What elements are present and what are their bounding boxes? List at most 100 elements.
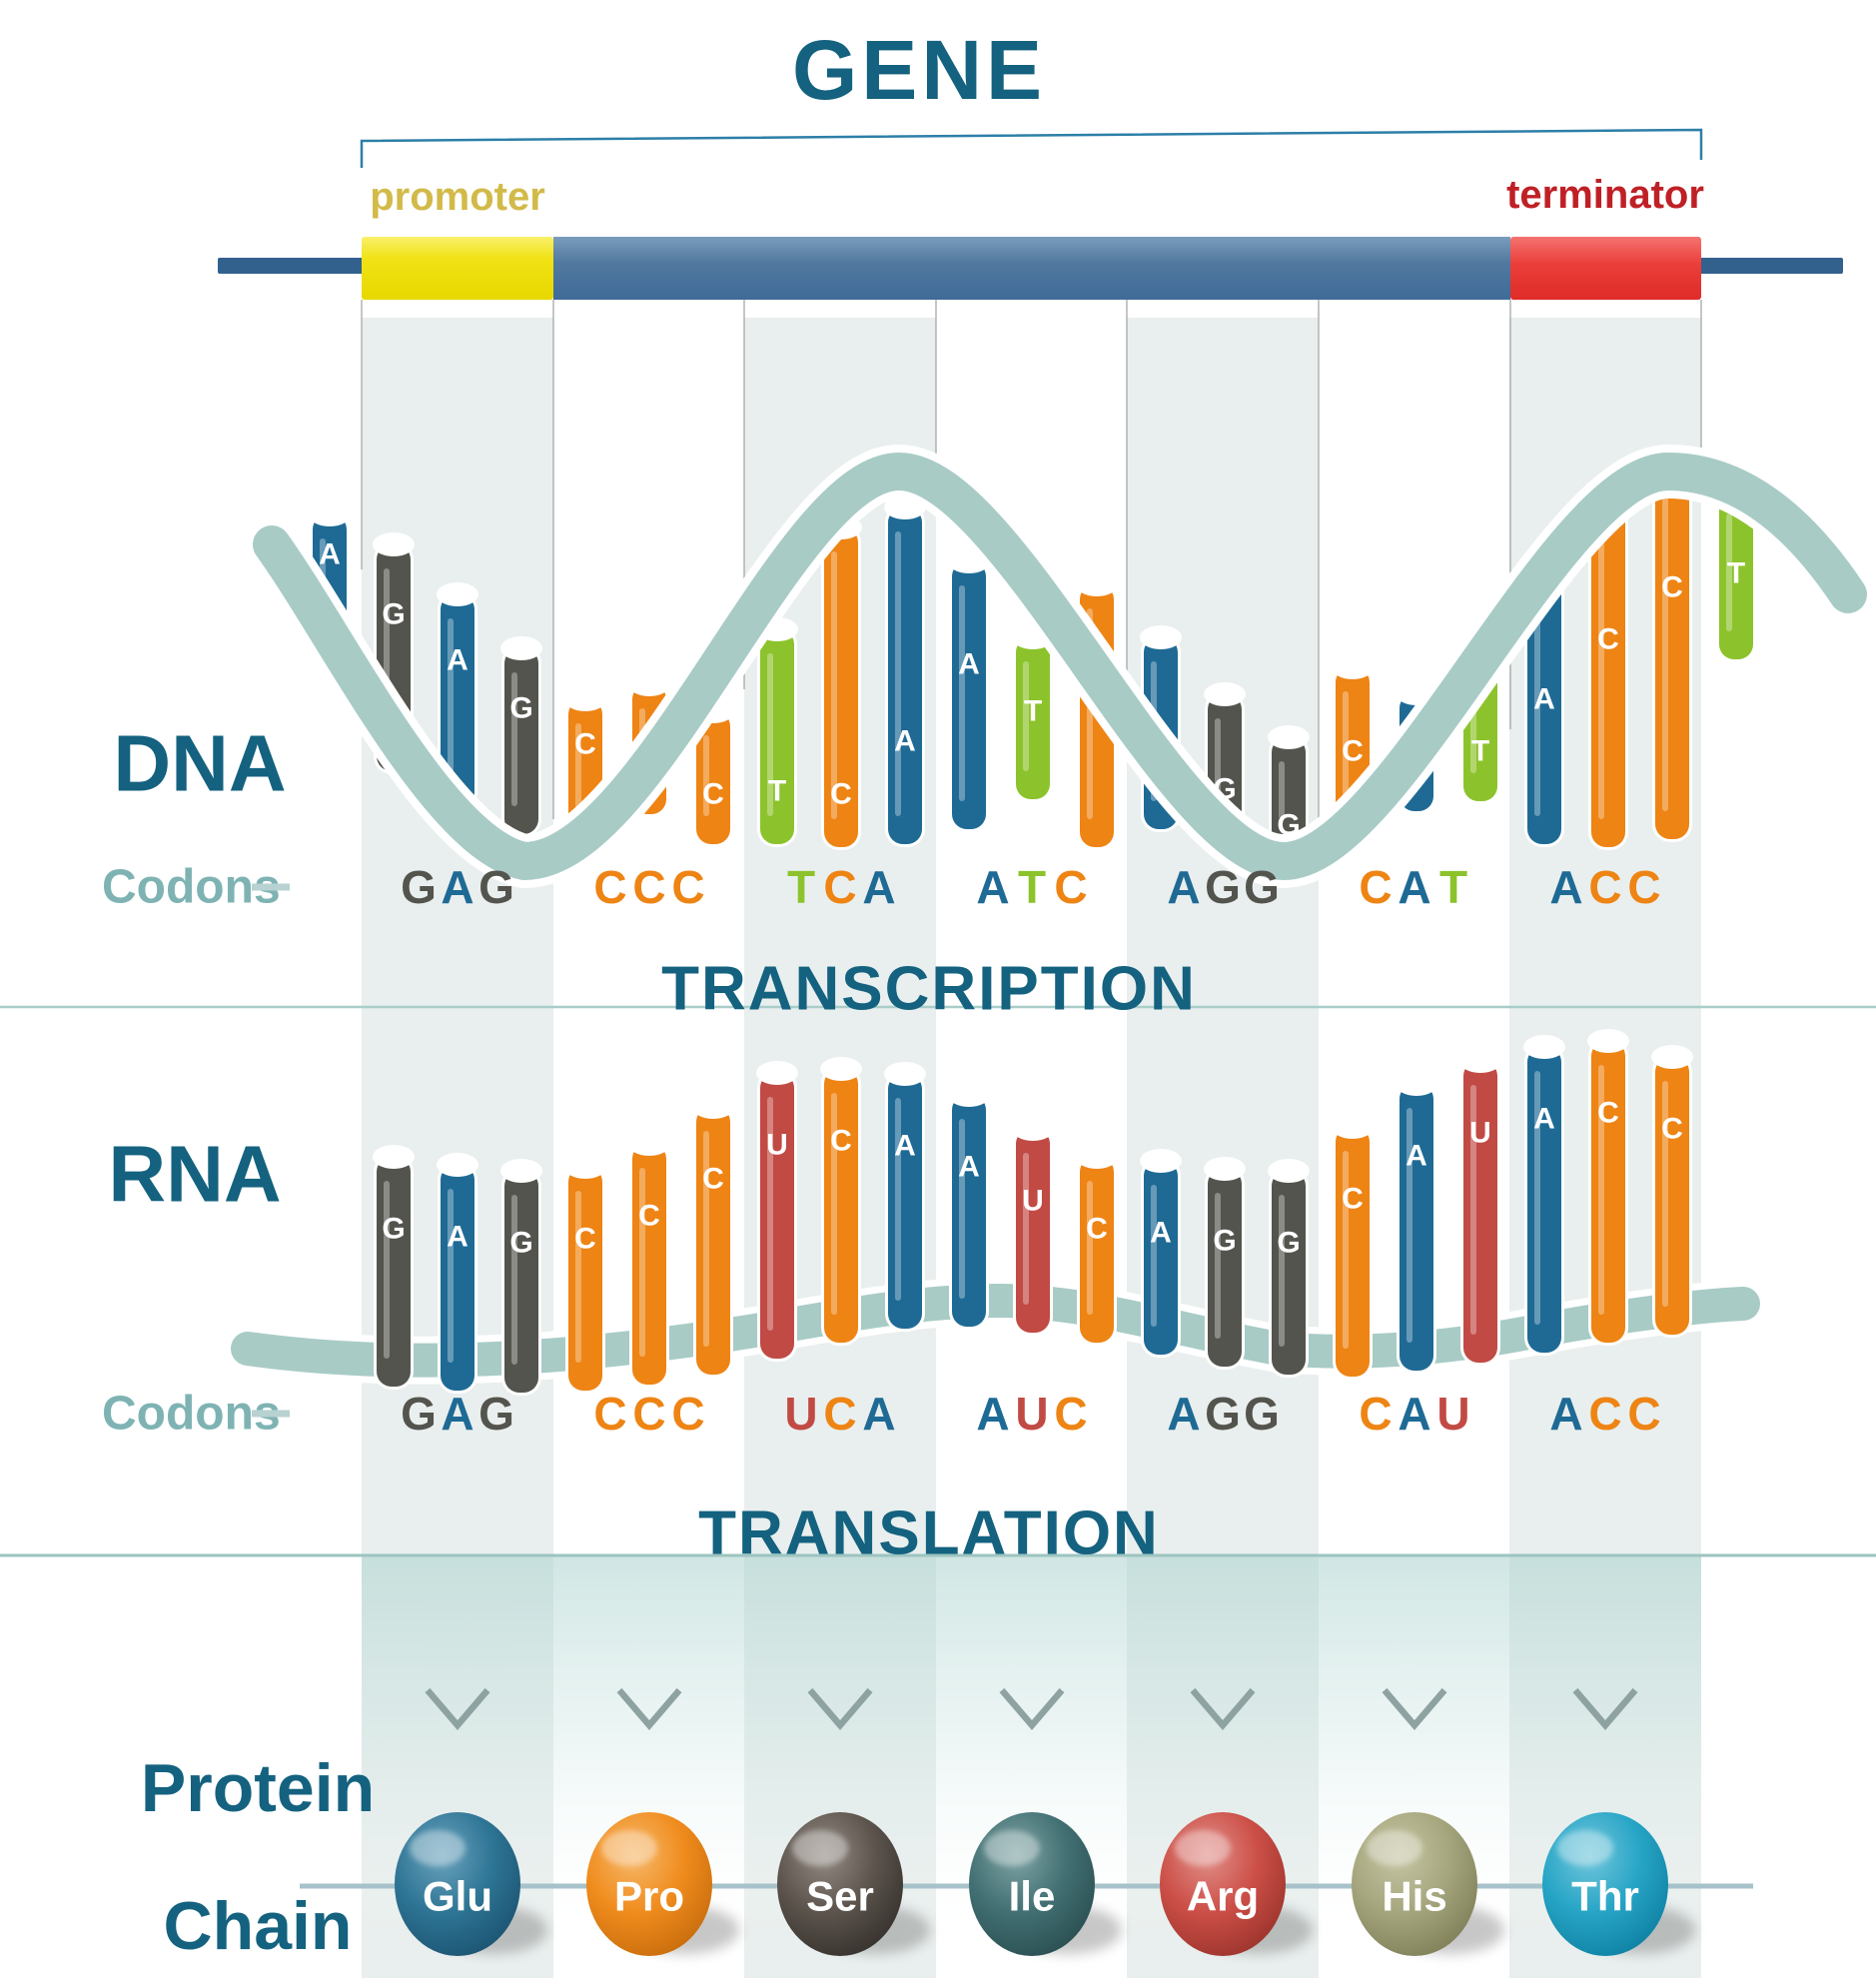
base-letter: C: [574, 728, 596, 761]
amino-acid-Pro: Pro: [586, 1812, 739, 1956]
base-bar-highlight: [1151, 1185, 1157, 1327]
amino-acid-Ser: Ser: [777, 1812, 930, 1956]
base-bar-C: C: [820, 1057, 862, 1346]
base-bar-notch: [628, 1132, 670, 1156]
base-bar-A: A: [948, 549, 990, 832]
base-letter: T: [1727, 557, 1745, 590]
base-bar-notch: [500, 636, 542, 660]
base-bar-notch: [500, 1159, 542, 1183]
base-bar-C: C: [692, 699, 734, 847]
base-letter: A: [447, 644, 469, 677]
codon-letter: G: [401, 1388, 437, 1440]
base-bar-body: [377, 1157, 411, 1387]
base-bar-body: [1591, 1041, 1625, 1343]
rna-section-label: RNA: [108, 1130, 281, 1219]
base-bar-highlight: [831, 551, 837, 819]
base-bar-C: C: [564, 1155, 606, 1394]
base-bar-highlight: [1023, 661, 1029, 771]
base-bar-highlight: [1598, 1065, 1604, 1315]
base-letter: U: [766, 1129, 788, 1162]
base-letter: G: [509, 692, 532, 725]
base-bar-body: [441, 594, 474, 807]
base-bar-notch: [820, 1057, 862, 1081]
base-bar-A: A: [437, 582, 478, 810]
base-bar-C: C: [1651, 1045, 1693, 1338]
base-bar-A: A: [884, 1062, 926, 1332]
base-bar-body: [504, 1171, 538, 1393]
base-bar-highlight: [1534, 603, 1540, 816]
base-bar-highlight: [1726, 513, 1732, 631]
base-letter: C: [1661, 571, 1683, 604]
amino-acid-Thr: Thr: [1542, 1812, 1695, 1956]
base-bar-body: [952, 561, 986, 829]
base-bar-notch: [1523, 1035, 1565, 1059]
dna-strand-ribbon: [245, 444, 1875, 889]
amino-sphere-gloss: [1557, 1830, 1613, 1866]
amino-sphere-gloss: [410, 1830, 466, 1866]
codon-letter: A: [976, 861, 1009, 913]
base-letter: A: [1533, 683, 1555, 716]
base-bar-notch: [1204, 682, 1246, 706]
base-bar-highlight: [1470, 1085, 1476, 1335]
base-bar-highlight: [703, 1131, 709, 1347]
base-bar-body: [696, 711, 730, 844]
base-bar-highlight: [1662, 495, 1668, 811]
chevron-down-icon: [999, 1687, 1065, 1730]
base-letter: C: [702, 778, 724, 811]
base-bar-body: [632, 1144, 666, 1385]
base-bar-highlight: [575, 1191, 581, 1363]
base-bar-notch: [756, 1061, 798, 1085]
base-bar-notch: [1651, 1045, 1693, 1069]
base-letter: C: [1597, 1097, 1619, 1130]
base-bar-highlight: [448, 618, 454, 779]
protein-label-line2: Chain: [164, 1888, 353, 1964]
base-bar-notch: [1140, 625, 1182, 649]
base-bar-highlight: [384, 1181, 390, 1359]
codon-letter: C: [593, 861, 626, 913]
base-bar-C: C: [1332, 1115, 1374, 1380]
base-letter: G: [1277, 1227, 1300, 1260]
amino-sphere-gloss: [1175, 1830, 1231, 1866]
amino-sphere-gloss: [792, 1830, 848, 1866]
amino-sphere-gloss: [601, 1830, 657, 1866]
base-bar-G: G: [1204, 1157, 1246, 1370]
base-letter: A: [319, 538, 341, 571]
base-bar-notch: [628, 672, 670, 696]
codon-letter: U: [784, 1388, 817, 1440]
base-letter: A: [894, 725, 916, 758]
codon-letter: C: [1627, 1388, 1660, 1440]
protein-label-line1: Protein: [141, 1750, 375, 1826]
codon-letter: T: [1018, 861, 1046, 913]
base-bar-notch: [1076, 1145, 1118, 1169]
promoter-label: promoter: [370, 175, 545, 219]
chevron-down-icon: [1190, 1687, 1256, 1730]
codon-letter: C: [823, 861, 856, 913]
base-letter: C: [830, 778, 852, 811]
codon-letter: A: [862, 861, 895, 913]
codon-letter: C: [1627, 861, 1660, 913]
base-bar-notch: [948, 1083, 990, 1107]
dna-codons-label: Codons: [102, 861, 281, 914]
base-letter: C: [1086, 1213, 1108, 1246]
base-letter: C: [1342, 1183, 1364, 1216]
base-bar-notch: [1332, 1115, 1374, 1139]
base-letter: G: [382, 1213, 405, 1246]
base-bar-notch: [1587, 1029, 1629, 1053]
base-letter: G: [382, 598, 405, 631]
base-bar-C: C: [628, 1132, 670, 1388]
base-bar-G: G: [373, 1145, 415, 1390]
base-bar-notch: [1459, 1049, 1501, 1073]
base-bar-body: [1463, 1061, 1497, 1363]
base-bar-highlight: [1662, 1081, 1668, 1307]
base-bar-G: G: [1268, 725, 1310, 850]
base-letter: U: [1469, 1117, 1491, 1150]
amino-acid-Arg: Arg: [1160, 1812, 1313, 1956]
codon-letter: T: [1439, 861, 1467, 913]
base-bar-body: [1655, 1057, 1689, 1335]
base-bar-highlight: [959, 1119, 965, 1299]
codon-letter: C: [1588, 861, 1621, 913]
base-bar-body: [1016, 1129, 1050, 1333]
